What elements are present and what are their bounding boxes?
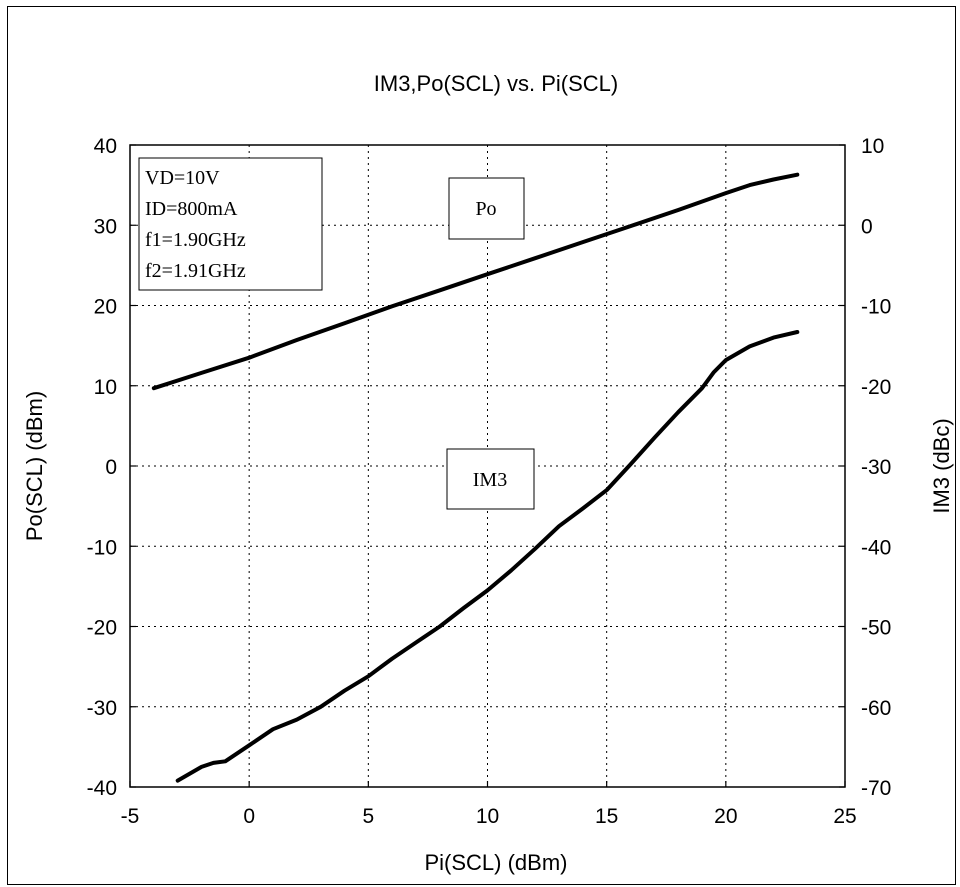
x-tick-label: 15	[595, 805, 618, 828]
y-tick-label: 40	[94, 135, 117, 158]
svg-text:IM3: IM3	[473, 469, 507, 491]
x-tick-label: 25	[833, 805, 856, 828]
series-line-po	[151, 172, 800, 391]
y-tick-label: -30	[87, 697, 117, 720]
series-line-im3	[175, 330, 800, 783]
y2-tick-label: -40	[861, 536, 891, 559]
y-tick-label: -20	[87, 617, 117, 640]
y-tick-label: 20	[94, 296, 117, 319]
labels-layer: -5 0 5 10 15 20 25403020100-10-20-30-40100-10-…	[87, 135, 892, 828]
y-tick-label: -40	[87, 777, 117, 800]
y-axis-label: Po(SCL) (dBm)	[22, 391, 47, 541]
y2-tick-label: -10	[861, 296, 891, 319]
chart-title: IM3,Po(SCL) vs. Pi(SCL)	[374, 71, 619, 96]
condition-f1: f1=1.90GHz	[145, 229, 246, 251]
x-tick-label: 20	[714, 805, 737, 828]
po-series-label: Po	[448, 177, 525, 240]
x-tick-label: 0	[243, 805, 255, 828]
im3-series-label: IM3	[446, 448, 535, 510]
x-axis-label: Pi(SCL) (dBm)	[424, 850, 567, 875]
y2-tick-label: 0	[861, 215, 873, 238]
grid-layer	[130, 145, 845, 787]
condition-f2: f2=1.91GHz	[145, 260, 246, 282]
y-tick-label: 30	[94, 215, 117, 238]
y-tick-label: 0	[105, 456, 117, 479]
y2-tick-label: -20	[861, 376, 891, 399]
x-tick-label: 5	[362, 805, 374, 828]
condition-id: ID=800mA	[145, 198, 238, 220]
series-layer	[151, 172, 800, 783]
condition-vd: VD=10V	[145, 167, 220, 189]
y2-tick-label: -50	[861, 617, 891, 640]
y2-tick-label: -60	[861, 697, 891, 720]
y2-tick-label: -70	[861, 777, 891, 800]
y2-tick-label: -30	[861, 456, 891, 479]
svg-text:Po: Po	[475, 198, 496, 220]
conditions-box: VD=10V ID=800mA f1=1.90GHz f2=1.91GHz	[138, 157, 323, 291]
x-tick-label: 10	[476, 805, 499, 828]
y-tick-label: 10	[94, 376, 117, 399]
y2-axis-label: IM3 (dBc)	[929, 418, 954, 513]
ticks-layer	[129, 144, 846, 788]
y-tick-label: -10	[87, 536, 117, 559]
chart-frame	[7, 6, 956, 885]
x-tick-label: -5	[121, 805, 140, 828]
y2-tick-label: 10	[861, 135, 884, 158]
